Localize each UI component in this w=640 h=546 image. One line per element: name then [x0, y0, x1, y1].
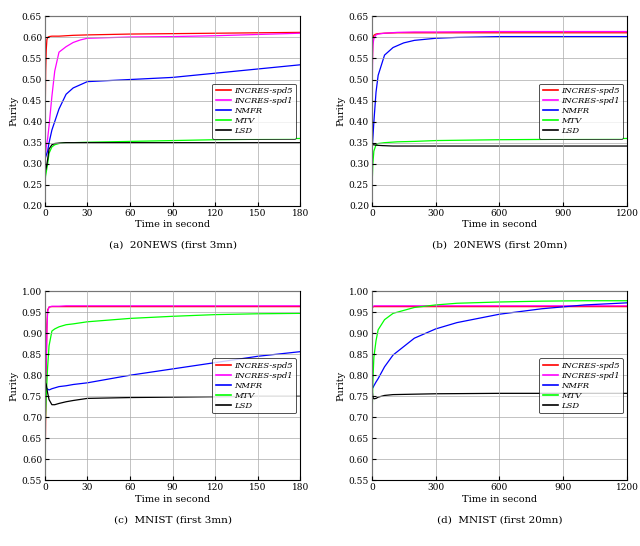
- Text: (d)  MNIST (first 20mn): (d) MNIST (first 20mn): [436, 515, 562, 524]
- X-axis label: Time in second: Time in second: [135, 221, 210, 229]
- Y-axis label: Purity: Purity: [337, 96, 346, 126]
- X-axis label: Time in second: Time in second: [462, 495, 537, 504]
- Legend: INCRES-spd5, INCRES-spd1, NMFR, MTV, LSD: INCRES-spd5, INCRES-spd1, NMFR, MTV, LSD: [212, 358, 296, 413]
- Legend: INCRES-spd5, INCRES-spd1, NMFR, MTV, LSD: INCRES-spd5, INCRES-spd1, NMFR, MTV, LSD: [540, 358, 623, 413]
- Y-axis label: Purity: Purity: [10, 371, 19, 401]
- Text: (c)  MNIST (first 3mn): (c) MNIST (first 3mn): [113, 515, 232, 524]
- Text: (b)  20NEWS (first 20mn): (b) 20NEWS (first 20mn): [432, 240, 567, 250]
- X-axis label: Time in second: Time in second: [135, 495, 210, 504]
- Y-axis label: Purity: Purity: [10, 96, 19, 126]
- Legend: INCRES-spd5, INCRES-spd1, NMFR, MTV, LSD: INCRES-spd5, INCRES-spd1, NMFR, MTV, LSD: [212, 84, 296, 139]
- Text: (a)  20NEWS (first 3mn): (a) 20NEWS (first 3mn): [109, 240, 237, 250]
- X-axis label: Time in second: Time in second: [462, 221, 537, 229]
- Legend: INCRES-spd5, INCRES-spd1, NMFR, MTV, LSD: INCRES-spd5, INCRES-spd1, NMFR, MTV, LSD: [540, 84, 623, 139]
- Y-axis label: Purity: Purity: [337, 371, 346, 401]
